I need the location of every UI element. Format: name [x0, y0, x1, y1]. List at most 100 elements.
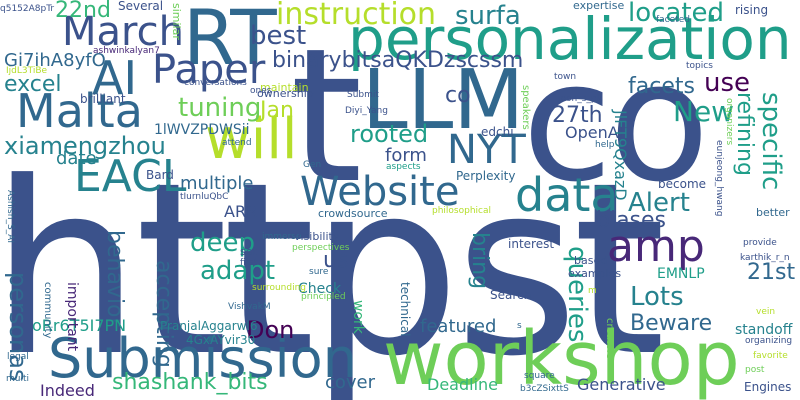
word-become: become	[658, 177, 707, 191]
word-aspects: aspects	[386, 162, 421, 172]
word-jlft9: JlFT9QxazD	[611, 110, 630, 201]
word-data: data	[515, 168, 619, 222]
word-organizers: organizers	[724, 98, 734, 146]
word-4gxay: 4GxAYvir30	[186, 333, 256, 347]
word-behavior: behavior	[102, 230, 127, 327]
word-faceted: faceted	[656, 15, 690, 25]
word-lots: Lots	[630, 282, 684, 312]
word-facets: facets	[628, 74, 695, 99]
word-shashank: shashank_bits	[112, 370, 268, 395]
word-amp: amp	[607, 221, 705, 272]
word-gen: Gen	[303, 160, 322, 170]
word-better: better	[756, 206, 790, 219]
word-philosophical: philosophical	[432, 206, 492, 216]
word-creators: creators	[604, 318, 615, 360]
word-set: set	[240, 245, 257, 258]
word-submit: Submit	[347, 90, 379, 100]
word-first: first	[240, 258, 258, 268]
word-bring: bring	[467, 232, 492, 290]
word-ijdl: IjdL3TiBe	[6, 66, 48, 76]
word-community: community	[42, 282, 53, 339]
word-m: m	[588, 286, 597, 296]
word-21st: 21st	[747, 260, 796, 285]
word-will: will	[205, 107, 298, 172]
word-vishvak: VishvakM	[228, 302, 271, 312]
word-use: use	[704, 68, 751, 98]
word-vein: vein	[756, 307, 776, 317]
word-q5152: q5152A8pTr	[0, 4, 55, 14]
word-eunjeong: eunjeong_hwang	[714, 140, 724, 217]
word-co-small: co	[445, 83, 471, 108]
word-surrounding: surrounding	[252, 283, 306, 293]
word-malta: Malta	[16, 84, 143, 138]
word-openai: OpenAI	[565, 123, 624, 142]
word-best: best	[250, 21, 307, 51]
word-queries: queries	[562, 246, 592, 343]
word-ones: ones	[250, 86, 272, 96]
word-co: co	[522, 26, 710, 218]
word-legal: legal	[7, 352, 29, 362]
word-refining: refining	[732, 92, 757, 176]
word-perspectives: perspectives	[292, 243, 350, 253]
word-work: work	[350, 300, 366, 334]
word-don: Don	[246, 316, 295, 344]
word-speakers: speakers	[520, 85, 531, 130]
word-emnlp: EMNLP	[657, 266, 705, 282]
word-indeed: Indeed	[40, 381, 95, 400]
word-visibility: visibility	[294, 230, 340, 243]
word-binarybits: binarybitsaQKDzscssm	[272, 48, 524, 73]
word-square: square	[524, 371, 555, 381]
word-post: post	[745, 365, 765, 375]
word-27th: 27th	[552, 103, 603, 128]
word-generative: Generative	[577, 375, 666, 394]
word-tiurn: tIurnluQbC	[180, 192, 229, 202]
word-ai: AI	[92, 51, 138, 105]
word-b3cz: b3cZSixttS	[520, 384, 569, 394]
word-us: us	[323, 248, 349, 273]
word-multi: multi	[6, 374, 30, 384]
word-arr: ARR	[224, 202, 258, 221]
word-organizing: organizing	[745, 336, 793, 346]
word-maintain: maintain	[260, 81, 309, 94]
word-pranjal: PranjalAggarwl6	[160, 319, 258, 333]
word-conversations: conversations	[184, 78, 247, 88]
word-technical: technical	[398, 282, 412, 337]
word-based: based	[574, 254, 608, 267]
word-standoff: standoff	[735, 322, 793, 338]
word-similar: similar	[170, 3, 183, 40]
word-search: Search	[490, 288, 532, 302]
word-located: located	[628, 0, 725, 28]
word-personalization: personalization	[348, 5, 792, 73]
word-eacl: EACL	[74, 151, 187, 202]
word-topics: topics	[686, 61, 713, 71]
word-town: town	[554, 72, 577, 82]
word-biases: biases	[596, 208, 667, 233]
word-joon: joon_s_pk	[558, 94, 602, 104]
word-provide: provide	[743, 238, 777, 248]
word-accepting: accepting	[151, 260, 176, 368]
word-perplexity: Perplexity	[456, 169, 516, 183]
word-s: s	[517, 321, 522, 331]
word-workshop: workshop	[383, 316, 740, 400]
word-cover: cover	[325, 372, 376, 393]
word-website: Website	[300, 169, 460, 215]
word-rising: rising	[735, 3, 769, 17]
word-tuning: tuning	[178, 93, 262, 123]
word-karthik: karthik_r_n	[740, 253, 790, 263]
word-22nd: 22nd	[55, 0, 111, 23]
word-favorite: favorite	[753, 351, 788, 361]
word-orr6t: oRr6T5I7PN	[32, 316, 127, 335]
word-march: March	[62, 9, 184, 55]
word-nyt: NYT	[447, 127, 526, 173]
word-several: Several	[118, 0, 164, 13]
word-ashish: Ashish_S_AI	[5, 190, 15, 243]
word-rooted: rooted	[350, 120, 429, 148]
word-engines: Engines	[744, 380, 792, 394]
word-rt: RT	[183, 0, 277, 82]
word-instruction: instruction	[276, 0, 437, 32]
word-interest: interest	[508, 237, 555, 251]
word-examples: examples	[568, 267, 622, 280]
word-principled: principled	[301, 292, 346, 302]
word-surfa: surfa	[455, 1, 521, 31]
